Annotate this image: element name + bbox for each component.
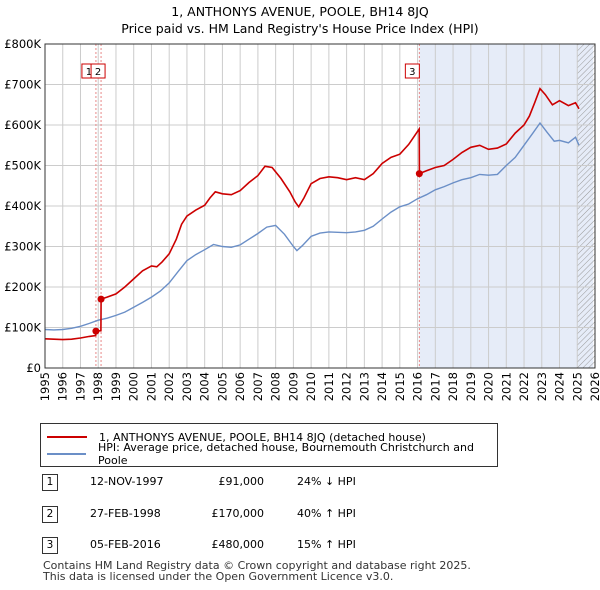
transaction-number-badge: 2 bbox=[42, 506, 58, 523]
y-tick-label: £100K bbox=[4, 321, 41, 335]
event-marker-label: 2 bbox=[95, 67, 101, 78]
x-tick-label: 1995 bbox=[38, 372, 52, 401]
transaction-hpi-diff: 24% ↓ HPI bbox=[297, 475, 356, 488]
x-tick-label: 2008 bbox=[269, 372, 283, 401]
event-marker-label: 3 bbox=[409, 67, 415, 78]
legend: 1, ANTHONYS AVENUE, POOLE, BH14 8JQ (det… bbox=[40, 423, 498, 467]
x-tick-label: 2005 bbox=[215, 372, 229, 401]
chart-title-subtitle: Price paid vs. HM Land Registry's House … bbox=[121, 21, 479, 36]
legend-swatch-price-paid bbox=[47, 436, 87, 438]
transaction-hpi-diff: 40% ↑ HPI bbox=[297, 507, 356, 520]
x-tick-label: 2024 bbox=[553, 372, 567, 401]
transaction-hpi-diff: 15% ↑ HPI bbox=[297, 538, 356, 551]
x-tick-label: 2023 bbox=[535, 372, 549, 401]
transaction-number-badge: 1 bbox=[42, 474, 58, 491]
attribution-footer: Contains HM Land Registry data © Crown c… bbox=[43, 560, 471, 582]
legend-label-price-paid: 1, ANTHONYS AVENUE, POOLE, BH14 8JQ (det… bbox=[99, 430, 426, 444]
sale-points bbox=[92, 170, 423, 335]
y-tick-label: £200K bbox=[4, 280, 41, 294]
price-paid-series-line bbox=[44, 87, 580, 341]
event-marker-box bbox=[90, 63, 106, 79]
sale-point bbox=[97, 295, 105, 303]
transaction-date: 05-FEB-2016 bbox=[90, 538, 161, 551]
x-tick-label: 1998 bbox=[91, 372, 105, 401]
transaction-row: 1 12-NOV-1997 £91,000 24% ↓ HPI bbox=[40, 474, 460, 492]
x-tick-label: 2013 bbox=[357, 372, 371, 401]
legend-item-hpi: HPI: Average price, detached house, Bour… bbox=[47, 441, 497, 467]
legend-swatch-hpi bbox=[47, 453, 87, 455]
transaction-number-badge: 3 bbox=[42, 537, 58, 554]
x-tick-label: 2009 bbox=[286, 372, 300, 401]
footer-licence: This data is licensed under the Open Gov… bbox=[43, 570, 394, 583]
x-tick-label: 2012 bbox=[340, 372, 354, 401]
x-tick-label: 2015 bbox=[393, 372, 407, 401]
x-tick-label: 2010 bbox=[304, 372, 318, 401]
footer-copyright: Contains HM Land Registry data © Crown c… bbox=[43, 559, 471, 572]
x-tick-label: 2004 bbox=[198, 372, 212, 401]
x-tick-label: 2001 bbox=[144, 372, 158, 401]
x-tick-label: 2006 bbox=[233, 372, 247, 401]
y-tick-label: £500K bbox=[4, 159, 41, 173]
y-tick-label: £700K bbox=[4, 78, 41, 92]
sale-point bbox=[92, 327, 100, 335]
chart-gridlines bbox=[44, 43, 596, 369]
transaction-row: 3 05-FEB-2016 £480,000 15% ↑ HPI bbox=[40, 537, 460, 555]
x-tick-label: 2003 bbox=[180, 372, 194, 401]
transaction-price: £480,000 bbox=[211, 538, 265, 551]
transaction-row: 2 27-FEB-1998 £170,000 40% ↑ HPI bbox=[40, 506, 460, 524]
x-tick-label: 2026 bbox=[588, 372, 600, 401]
plot-frame bbox=[44, 43, 596, 369]
transaction-price: £91,000 bbox=[218, 475, 265, 488]
x-tick-label: 1999 bbox=[109, 372, 123, 401]
x-tick-label: 2017 bbox=[428, 372, 442, 401]
chart-title-address: 1, ANTHONYS AVENUE, POOLE, BH14 8JQ bbox=[171, 4, 429, 19]
x-tick-label: 2018 bbox=[446, 372, 460, 401]
axis-ticks: £0 £100K £200K £300K £400K £500K £600K £700K £80… bbox=[4, 37, 600, 401]
x-tick-label: 2011 bbox=[322, 372, 336, 401]
transaction-date: 27-FEB-1998 bbox=[90, 507, 161, 520]
y-tick-label: £300K bbox=[4, 240, 41, 254]
y-tick-label: £0 bbox=[26, 361, 41, 375]
sale-point bbox=[415, 170, 423, 178]
legend-item-price-paid: 1, ANTHONYS AVENUE, POOLE, BH14 8JQ (det… bbox=[47, 429, 426, 445]
y-tick-label: £600K bbox=[4, 118, 41, 132]
event-marker-box bbox=[404, 63, 420, 79]
y-tick-label: £800K bbox=[4, 37, 41, 51]
x-tick-label: 2025 bbox=[570, 372, 584, 401]
x-tick-label: 2000 bbox=[127, 372, 141, 401]
x-tick-label: 2007 bbox=[251, 372, 265, 401]
x-tick-label: 2020 bbox=[482, 372, 496, 401]
transaction-price: £170,000 bbox=[211, 507, 265, 520]
x-tick-label: 2016 bbox=[411, 372, 425, 401]
x-tick-label: 1996 bbox=[56, 372, 70, 401]
event-marker-label: 1 bbox=[86, 67, 92, 78]
transaction-date: 12-NOV-1997 bbox=[90, 475, 164, 488]
x-tick-label: 2022 bbox=[517, 372, 531, 401]
x-tick-label: 2002 bbox=[162, 372, 176, 401]
x-tick-label: 1997 bbox=[73, 372, 87, 401]
x-tick-label: 2019 bbox=[464, 372, 478, 401]
x-tick-label: 2021 bbox=[499, 372, 513, 401]
y-tick-label: £400K bbox=[4, 199, 41, 213]
legend-label-hpi: HPI: Average price, detached house, Bour… bbox=[98, 441, 474, 467]
hpi-series-line bbox=[44, 121, 580, 331]
x-tick-label: 2014 bbox=[375, 372, 389, 401]
